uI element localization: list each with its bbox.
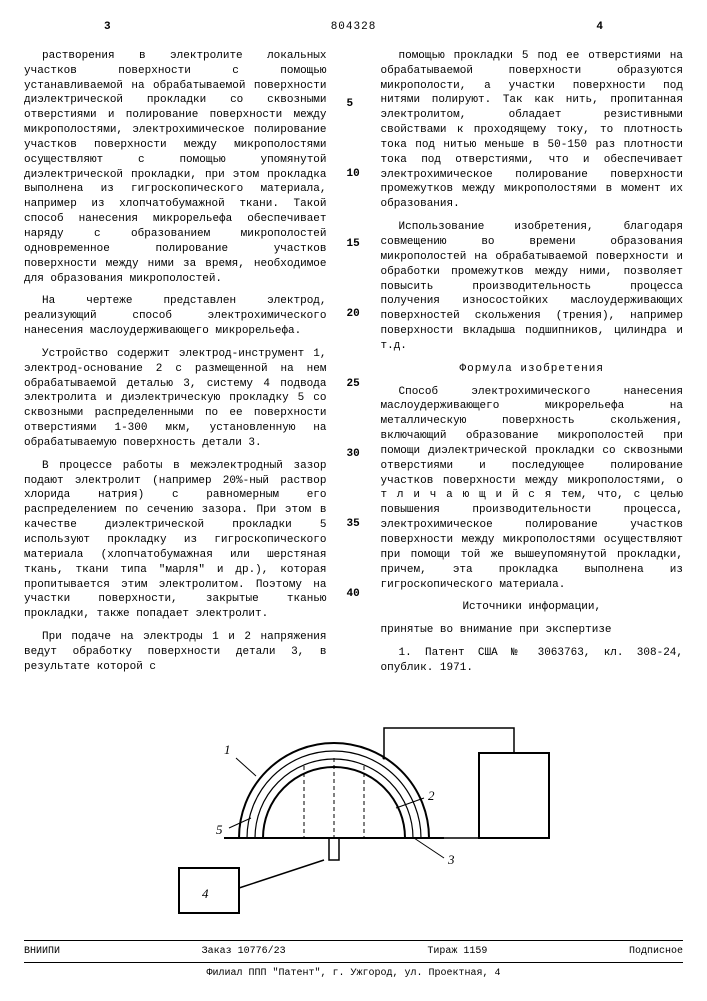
label-4: 4	[202, 886, 209, 901]
line-number-column: 5 10 15 20 25 30 35 40	[345, 49, 363, 684]
leader-3	[414, 838, 444, 858]
body-text: На чертеже представлен электрод, реализу…	[24, 294, 327, 339]
print-run: Тираж 1159	[427, 945, 487, 959]
body-text: В процессе работы в межэлектродный зазор…	[24, 459, 327, 622]
line-marker: 10	[347, 167, 360, 182]
line-marker: 15	[347, 237, 360, 252]
body-text: Использование изобретения, благодаря сов…	[381, 220, 684, 354]
formula-title: Формула изобретения	[381, 362, 684, 377]
order-number: Заказ 10776/23	[202, 945, 286, 959]
label-1: 1	[224, 742, 231, 757]
feed-line	[239, 860, 324, 888]
left-page-number: 3	[104, 20, 111, 35]
line-marker: 20	[347, 307, 360, 322]
address-line: Филиал ППП "Патент", г. Ужгород, ул. Про…	[24, 967, 683, 981]
label-2: 2	[428, 788, 435, 803]
leader-2	[396, 798, 424, 808]
reference-item: 1. Патент США № 3063763, кл. 308-24, опу…	[381, 646, 684, 676]
subscription: Подписное	[629, 945, 683, 959]
body-text: При подаче на электроды 1 и 2 напряжения…	[24, 630, 327, 675]
leader-1	[236, 758, 256, 776]
patent-number: 804328	[331, 21, 377, 33]
right-page-number: 4	[596, 20, 603, 35]
label-3: 3	[447, 852, 455, 867]
publisher: ВНИИПИ	[24, 945, 60, 959]
body-text: помощью прокладки 5 под ее отверстиями н…	[381, 49, 684, 212]
diagram-svg: 1 2 3 4 5	[124, 698, 584, 918]
node-dot	[382, 756, 385, 759]
electrode-diagram: 1 2 3 4 5	[24, 698, 683, 924]
sources-subtitle: принятые во внимание при экспертизе	[381, 623, 684, 638]
label-5: 5	[216, 822, 223, 837]
line-marker: 30	[347, 447, 360, 462]
center-stem	[329, 838, 339, 860]
right-box	[479, 753, 549, 838]
body-text: Способ электрохимического нанесения масл…	[381, 385, 684, 593]
body-text: Устройство содержит электрод-инструмент …	[24, 347, 327, 451]
line-marker: 40	[347, 587, 360, 602]
line-marker: 35	[347, 517, 360, 532]
text-columns: растворения в электролите локальных учас…	[24, 49, 683, 684]
right-column: помощью прокладки 5 под ее отверстиями н…	[381, 49, 684, 684]
imprint-footer: ВНИИПИ Заказ 10776/23 Тираж 1159 Подписн…	[24, 940, 683, 964]
line-marker: 5	[347, 97, 354, 112]
body-text: растворения в электролите локальных учас…	[24, 49, 327, 287]
sources-title: Источники информации,	[381, 600, 684, 615]
line-marker: 25	[347, 377, 360, 392]
left-box	[179, 868, 239, 913]
page-header: 3 804328 4	[24, 20, 683, 35]
left-column: растворения в электролите локальных учас…	[24, 49, 327, 684]
